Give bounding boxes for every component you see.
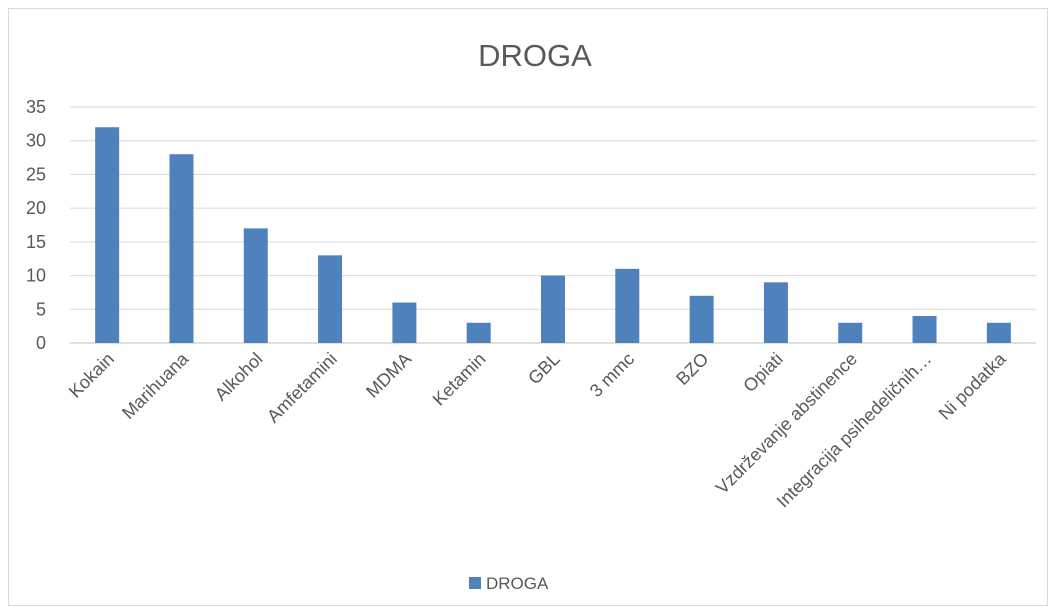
y-tick-label: 30	[26, 131, 46, 151]
bar-3	[243, 228, 268, 343]
y-tick-label: 35	[26, 97, 46, 117]
y-tick-label: 10	[26, 266, 46, 286]
y-tick-label: 15	[26, 232, 46, 252]
y-tick-label: 25	[26, 164, 46, 184]
y-tick-label: 5	[36, 299, 46, 319]
y-tick-label: 0	[36, 333, 46, 353]
bar-13	[986, 322, 1011, 343]
x-category-label: Kokain	[65, 349, 118, 402]
legend: DROGA	[469, 574, 549, 593]
legend-label-droga: DROGA	[486, 574, 549, 593]
x-category-label: Marihuana	[118, 348, 193, 423]
legend-swatch	[469, 577, 481, 589]
x-category-label: Alkohol	[211, 349, 267, 405]
bar-11	[838, 322, 863, 343]
bars	[95, 127, 1011, 343]
bar-9	[689, 295, 714, 343]
x-category-label: MDMA	[362, 349, 415, 402]
x-category-label: Amfetamini	[263, 349, 341, 427]
x-category-label: Integracija psihedeličnih…	[773, 349, 936, 512]
bar-2	[169, 154, 194, 343]
x-category-label: BZO	[672, 349, 712, 389]
bar-10	[763, 282, 788, 343]
x-category-label: 3 mmc	[586, 349, 638, 401]
x-category-label: Ketamin	[429, 349, 490, 410]
x-category-label: Ni podatka	[935, 348, 1011, 424]
bar-5	[392, 302, 417, 343]
bar-1	[95, 127, 120, 343]
y-tick-label: 20	[26, 198, 46, 218]
bar-8	[615, 268, 640, 343]
bar-4	[318, 255, 343, 343]
x-category-label: Vzdrževanje abstinence	[712, 349, 861, 498]
y-axis-ticks: 0 5 10 15 20 25 30 35	[26, 97, 46, 353]
gridlines	[70, 106, 1036, 344]
x-category-label: GBL	[524, 349, 564, 389]
bar-6	[466, 322, 491, 343]
bar-7	[541, 275, 565, 343]
x-category-label: Opiati	[739, 349, 786, 396]
bar-12	[912, 316, 937, 343]
chart-title: DROGA	[478, 38, 592, 73]
